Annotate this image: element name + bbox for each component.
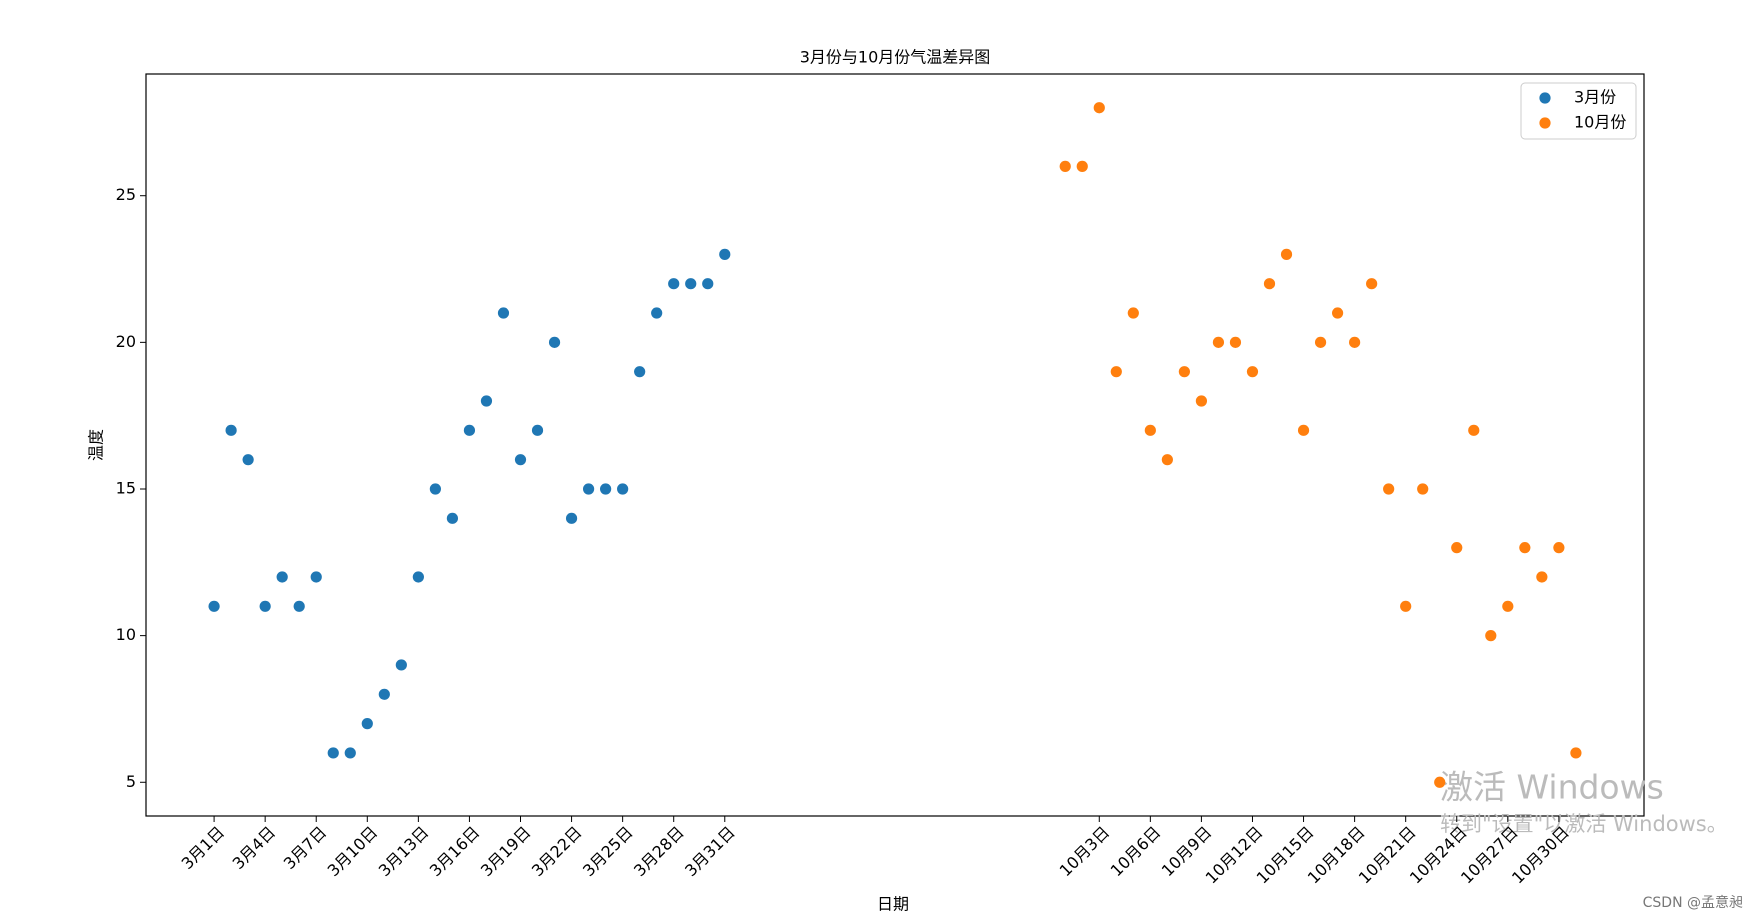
scatter-point	[1263, 278, 1276, 290]
scatter-point	[531, 424, 544, 436]
scatter-point	[1093, 102, 1105, 114]
x-tick-label: 3月1日	[178, 823, 228, 873]
scatter-point	[565, 512, 578, 524]
scatter-point	[242, 454, 254, 466]
scatter-point	[497, 307, 510, 319]
plot-frame	[145, 73, 1645, 817]
scatter-point	[446, 512, 459, 524]
scatter-point	[1349, 336, 1361, 348]
scatter-point	[412, 571, 424, 583]
scatter-point	[361, 718, 373, 730]
scatter-point	[259, 600, 271, 612]
scatter-point	[327, 747, 339, 759]
y-tick-label: 20	[116, 332, 136, 351]
x-axis-label: 日期	[877, 895, 909, 914]
scatter-point	[344, 747, 356, 759]
scatter-point	[702, 278, 714, 290]
scatter-point	[1468, 424, 1480, 436]
scatter-point	[310, 571, 322, 583]
x-tick-label: 3月25日	[579, 823, 637, 881]
y-axis-label: 温度	[87, 429, 106, 461]
legend-label: 10月份	[1574, 113, 1626, 132]
scatter-point	[1536, 571, 1548, 583]
scatter-point	[1246, 366, 1259, 378]
y-tick-label: 25	[116, 185, 136, 204]
scatter-point	[719, 248, 731, 260]
x-tick-label: 3月10日	[324, 823, 382, 881]
credit: CSDN @孟意昶	[1643, 894, 1743, 911]
scatter-point	[1161, 454, 1173, 466]
scatter-point	[668, 278, 680, 290]
scatter-point	[1502, 600, 1514, 612]
scatter-point	[1519, 542, 1531, 554]
x-tick-label: 3月31日	[681, 823, 739, 881]
scatter-point	[1331, 307, 1344, 319]
x-tick-label: 3月19日	[477, 823, 535, 881]
scatter-point	[378, 688, 390, 700]
watermark: 激活 Windows	[1440, 768, 1664, 807]
scatter-point	[1076, 160, 1088, 172]
scatter-point	[651, 307, 663, 319]
y-tick-label: 10	[116, 625, 136, 644]
scatter-point	[293, 600, 305, 612]
scatter-point	[1195, 395, 1208, 407]
scatter-point	[1366, 278, 1378, 290]
legend-marker	[1539, 92, 1551, 104]
x-tick-label: 3月22日	[528, 823, 586, 881]
x-tick-label: 10月3日	[1056, 823, 1114, 881]
x-tick-label: 10月6日	[1107, 823, 1165, 881]
scatter-point	[463, 424, 476, 436]
watermark-hint: 转到"设置"以激活 Windows。	[1440, 812, 1728, 836]
scatter-point	[1229, 336, 1242, 348]
scatter-point	[1485, 630, 1497, 642]
y-tick-label: 5	[126, 772, 136, 791]
chart-title: 3月份与10月份气温差异图	[800, 48, 991, 67]
scatter-point	[1417, 483, 1429, 495]
scatter-point	[1383, 483, 1395, 495]
scatter-point	[634, 366, 646, 378]
scatter-point	[395, 659, 407, 671]
x-tick-label: 3月28日	[630, 823, 688, 881]
scatter-point	[225, 424, 237, 436]
scatter-point	[1434, 776, 1446, 788]
scatter-point	[617, 483, 629, 495]
y-tick-label: 15	[116, 478, 136, 497]
x-tick-label: 3月16日	[426, 823, 484, 881]
scatter-point	[548, 336, 561, 348]
legend-label: 3月份	[1574, 88, 1616, 107]
scatter-point	[1280, 248, 1293, 260]
scatter-point	[600, 483, 612, 495]
scatter-point	[1553, 542, 1565, 554]
scatter-point	[1212, 336, 1225, 348]
x-tick-label: 3月4日	[229, 823, 279, 873]
scatter-point	[1314, 336, 1327, 348]
legend-marker	[1539, 117, 1551, 129]
scatter-point	[1144, 424, 1156, 436]
scatter-point	[514, 454, 527, 466]
scatter-point	[1400, 600, 1412, 612]
scatter-point	[1127, 307, 1139, 319]
scatter-point	[582, 483, 595, 495]
scatter-point	[480, 395, 493, 407]
scatter-point	[1297, 424, 1310, 436]
scatter-point	[1451, 542, 1463, 554]
scatter-point	[276, 571, 288, 583]
scatter-point	[1570, 747, 1582, 759]
scatter-point	[1110, 366, 1122, 378]
scatter-point	[1178, 366, 1190, 378]
scatter-point	[1059, 160, 1071, 172]
scatter-point	[685, 278, 697, 290]
x-tick-label: 3月7日	[280, 823, 330, 873]
x-tick-label: 3月13日	[375, 823, 433, 881]
scatter-point	[208, 600, 220, 612]
scatter-point	[429, 483, 441, 495]
